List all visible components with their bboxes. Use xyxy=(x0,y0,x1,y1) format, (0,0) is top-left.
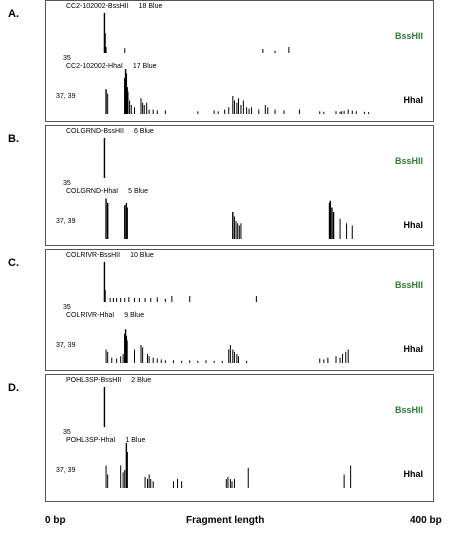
peak-size-label: 35 xyxy=(63,55,71,62)
enzyme-label: HhaI xyxy=(403,220,423,230)
sample-name: POHL3SP-HhaI xyxy=(66,437,116,444)
sample-count: 9 Blue xyxy=(124,312,145,319)
sample-name: COLGRND-HhaI xyxy=(66,188,119,195)
panel-label: B. xyxy=(8,133,19,145)
sample-name: COLRIVR-HhaI xyxy=(66,312,115,319)
x-axis-max-label: 400 bp xyxy=(410,515,442,526)
panel-frame: POHL3SP-BssHII 2 Blue BssHII 35 POHL3SP-HhaI… xyxy=(45,374,434,502)
sample-count: 1 Blue xyxy=(125,437,146,444)
peak-size-label: 35 xyxy=(63,429,71,436)
trace-plot xyxy=(105,69,369,114)
enzyme-label: BssHII xyxy=(394,405,423,415)
enzyme-label: BssHII xyxy=(394,280,423,290)
sample-name: COLRIVR-BssHII xyxy=(66,252,121,259)
trace-plot xyxy=(103,13,290,53)
peak-size-label: 35 xyxy=(63,304,71,311)
sample-name: CC2-102002-HhaI xyxy=(66,63,123,70)
sample-count: 18 Blue xyxy=(138,3,163,10)
trace-title: CC2-102002-BssHII 18 Blue xyxy=(66,3,162,10)
trace-title: POHL3SP-HhaI 1 Blue xyxy=(66,437,145,444)
panel-label: A. xyxy=(8,8,19,20)
sample-count: 5 Blue xyxy=(128,188,148,195)
trace-plot xyxy=(103,138,106,178)
trace-title: CC2-102002-HhaI 17 Blue xyxy=(66,63,157,70)
enzyme-label: BssHII xyxy=(394,156,423,166)
sample-count: 17 Blue xyxy=(132,63,157,70)
peak-size-label: 37, 39 xyxy=(56,467,76,474)
trace-title: COLRIVR-BssHII 10 Blue xyxy=(66,252,154,259)
panel-frame: CC2-102002-BssHII 18 Blue BssHII 35 CC2-1020… xyxy=(45,0,434,122)
x-axis-title: Fragment length xyxy=(186,515,265,526)
enzyme-label: HhaI xyxy=(403,95,423,105)
trace-plot xyxy=(105,198,353,239)
sample-count: 10 Blue xyxy=(130,252,154,259)
sample-name: POHL3SP-BssHII xyxy=(66,377,122,384)
panel-frame: COLGRND-BssHII 6 Blue BssHII 35 COLGRND-HhaI… xyxy=(45,125,434,246)
sample-name: CC2-102002-BssHII xyxy=(66,3,129,10)
trace-plot xyxy=(103,262,257,302)
enzyme-label: HhaI xyxy=(403,344,423,354)
trace-title: POHL3SP-BssHII 2 Blue xyxy=(66,377,151,384)
panel-label: C. xyxy=(8,257,19,269)
enzyme-label: HhaI xyxy=(403,469,423,479)
trace-plot xyxy=(105,329,349,363)
trace-plot xyxy=(105,443,352,488)
trace-title: COLGRND-BssHII 6 Blue xyxy=(66,128,154,135)
peak-size-label: 37, 39 xyxy=(56,218,76,225)
sample-count: 2 Blue xyxy=(131,377,152,384)
sample-count: 6 Blue xyxy=(133,128,154,135)
peak-size-label: 37, 39 xyxy=(56,93,76,100)
peak-size-label: 37, 39 xyxy=(56,342,76,349)
trace-plot xyxy=(103,387,106,427)
peak-size-label: 35 xyxy=(63,180,71,187)
panel-frame: COLRIVR-BssHII 10 Blue BssHII 35 COLRIVR-Hha… xyxy=(45,249,434,371)
trace-title: COLGRND-HhaI 5 Blue xyxy=(66,188,148,195)
enzyme-label: BssHII xyxy=(394,31,423,41)
x-axis-min-label: 0 bp xyxy=(45,515,66,526)
trace-title: COLRIVR-HhaI 9 Blue xyxy=(66,312,144,319)
panel-label: D. xyxy=(8,382,19,394)
sample-name: COLGRND-BssHII xyxy=(66,128,124,135)
